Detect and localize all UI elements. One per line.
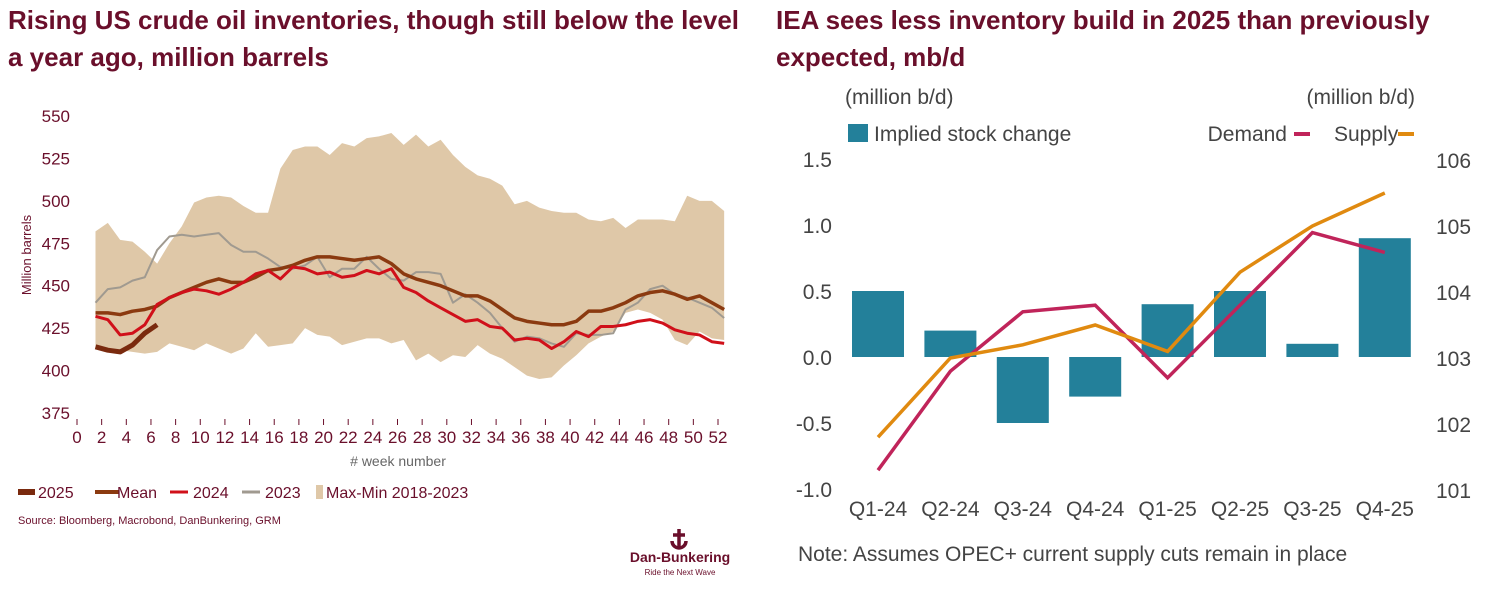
legend-swatch xyxy=(18,489,35,495)
x-tick-label: 16 xyxy=(265,428,284,447)
y-axis-label: Million barrels xyxy=(19,214,34,295)
x-tick-label: 36 xyxy=(511,428,530,447)
y-tick-label: 550 xyxy=(42,107,70,126)
left-tick-label: -1.0 xyxy=(796,479,832,502)
left-tick-label: -0.5 xyxy=(796,413,832,436)
series-line-demand xyxy=(876,230,1386,472)
x-tick-label: 40 xyxy=(561,428,580,447)
right-tick-label: 103 xyxy=(1436,348,1471,371)
source-note: Source: Bloomberg, Macrobond, DanBunkeri… xyxy=(18,515,281,527)
legend-swatch-demand xyxy=(1294,132,1310,136)
legend-label: 2024 xyxy=(193,485,229,502)
bar-stock-change xyxy=(1358,238,1411,357)
left-axis-unit: (million b/d) xyxy=(845,86,954,109)
y-tick-label: 525 xyxy=(42,149,70,168)
x-tick-label: 44 xyxy=(610,428,629,447)
x-tick-label: 38 xyxy=(536,428,555,447)
x-tick-label: 46 xyxy=(635,428,654,447)
x-tick-label: 12 xyxy=(215,428,234,447)
legend-swatch xyxy=(170,490,188,494)
series-line-2024 xyxy=(95,265,725,351)
x-tick-label: 34 xyxy=(487,428,506,447)
legend-label: Demand xyxy=(1208,123,1287,146)
x-tick-label: 48 xyxy=(659,428,678,447)
bar-stock-change xyxy=(1286,343,1339,357)
legend-swatch xyxy=(242,490,260,494)
right-tick-label: 105 xyxy=(1436,216,1471,239)
right-tick-label: 104 xyxy=(1436,282,1471,305)
x-tick-label: 10 xyxy=(191,428,210,447)
x-tick-label: 26 xyxy=(388,428,407,447)
series-line-supply xyxy=(876,191,1386,439)
bar-stock-change xyxy=(852,291,904,357)
left-tick-label: 0.0 xyxy=(803,347,832,370)
category-label: Q1-24 xyxy=(849,498,908,521)
x-tick-label: 28 xyxy=(413,428,432,447)
chart-note: Note: Assumes OPEC+ current supply cuts … xyxy=(798,543,1347,566)
left-tick-label: 1.5 xyxy=(803,149,832,172)
dan-bunkering-logo: Dan-Bunkering Ride the Next Wave xyxy=(630,529,730,577)
right-axis-unit: (million b/d) xyxy=(1306,86,1415,109)
legend-swatch-stock xyxy=(848,124,868,142)
x-tick-label: 14 xyxy=(240,428,259,447)
category-label: Q1-25 xyxy=(1138,498,1196,521)
x-tick-label: 22 xyxy=(339,428,358,447)
logo-tagline: Ride the Next Wave xyxy=(645,568,716,577)
x-tick-label: 24 xyxy=(363,428,382,447)
x-tick-label: 2 xyxy=(97,428,106,447)
series-line-2025 xyxy=(94,322,159,355)
category-label: Q3-25 xyxy=(1283,498,1341,521)
x-tick-label: 32 xyxy=(462,428,481,447)
y-tick-label: 400 xyxy=(42,362,70,381)
category-label: Q3-24 xyxy=(994,498,1053,521)
right-tick-label: 102 xyxy=(1436,414,1471,437)
legend-swatch xyxy=(316,485,323,499)
y-tick-label: 425 xyxy=(42,319,70,338)
legend-label: Supply xyxy=(1334,123,1399,146)
x-tick-label: 18 xyxy=(289,428,308,447)
x-tick-label: 50 xyxy=(684,428,703,447)
y-tick-label: 375 xyxy=(42,404,70,423)
bar-stock-change xyxy=(924,330,977,357)
legend-label: Implied stock change xyxy=(874,123,1071,146)
x-tick-label: 4 xyxy=(122,428,131,447)
logo-anchor-icon xyxy=(670,529,688,550)
right-tick-label: 101 xyxy=(1436,480,1471,503)
legend-label: 2025 xyxy=(38,485,74,502)
x-axis-label: # week number xyxy=(350,453,446,469)
left-tick-label: 1.0 xyxy=(803,215,832,238)
legend-label: Mean xyxy=(117,485,157,502)
y-tick-label: 500 xyxy=(42,192,70,211)
x-tick-label: 8 xyxy=(171,428,180,447)
x-tick-label: 20 xyxy=(314,428,333,447)
x-tick-label: 52 xyxy=(709,428,728,447)
category-label: Q4-25 xyxy=(1356,498,1414,521)
series-line-mean xyxy=(95,255,726,327)
bar-stock-change xyxy=(996,357,1049,423)
max-min-band xyxy=(95,132,725,380)
x-tick-label: 30 xyxy=(437,428,456,447)
category-label: Q2-25 xyxy=(1211,498,1269,521)
logo-name: Dan-Bunkering xyxy=(630,549,730,565)
bar-stock-change xyxy=(1069,357,1122,397)
left-tick-label: 0.5 xyxy=(803,281,832,304)
category-label: Q4-24 xyxy=(1066,498,1125,521)
x-tick-label: 6 xyxy=(146,428,155,447)
x-tick-label: 42 xyxy=(585,428,604,447)
legend-swatch xyxy=(95,490,119,494)
left-chart-title: Rising US crude oil inventories, though … xyxy=(8,5,739,72)
right-tick-label: 106 xyxy=(1436,150,1471,173)
x-tick-label: 0 xyxy=(72,428,81,447)
y-tick-label: 475 xyxy=(42,234,70,253)
legend-label: 2023 xyxy=(265,485,301,502)
y-tick-label: 450 xyxy=(42,277,70,296)
legend-swatch-supply xyxy=(1398,132,1414,136)
right-chart-title: IEA sees less inventory build in 2025 th… xyxy=(776,5,1430,72)
legend-label: Max-Min 2018-2023 xyxy=(326,485,468,502)
category-label: Q2-24 xyxy=(921,498,980,521)
